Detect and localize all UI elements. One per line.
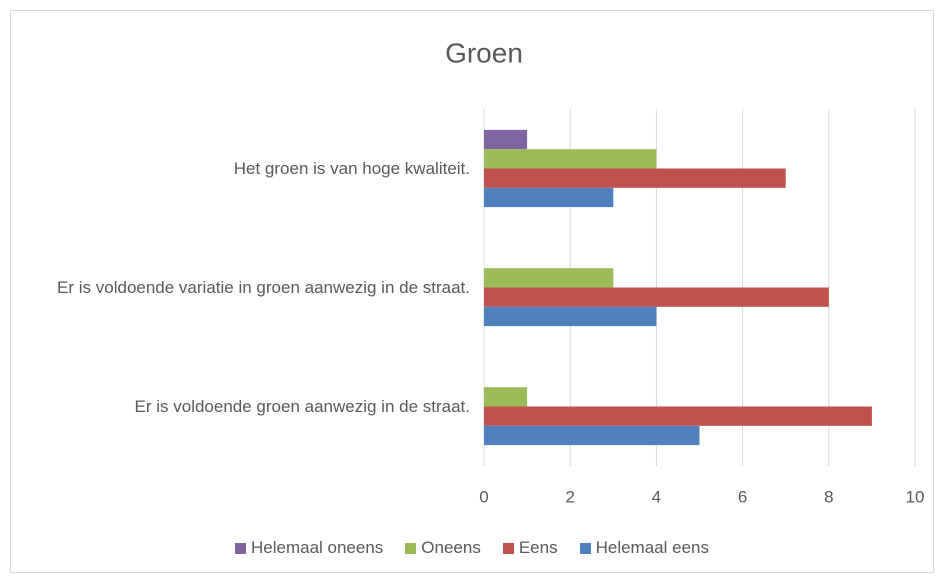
- legend-swatch: [502, 542, 514, 554]
- bar: [484, 406, 872, 426]
- category-label: Er is voldoende variatie in groen aanwez…: [57, 277, 470, 297]
- legend-item: Helemaal eens: [579, 538, 709, 558]
- legend-swatch: [405, 542, 417, 554]
- legend-item: Eens: [502, 538, 558, 558]
- bar: [484, 425, 700, 446]
- x-tick-label: 0: [479, 487, 488, 506]
- x-tick-label: 6: [738, 487, 747, 506]
- chart-title: Groen: [445, 37, 523, 68]
- bar: [484, 387, 528, 407]
- bar: [484, 129, 528, 150]
- bar: [484, 306, 657, 327]
- legend-item: Oneens: [405, 538, 481, 558]
- legend-label: Oneens: [421, 538, 481, 557]
- x-tick-label: 4: [652, 487, 661, 506]
- bar: [484, 287, 829, 307]
- x-tick-label: 10: [906, 487, 925, 506]
- legend-item: Helemaal oneens: [234, 538, 384, 558]
- legend-label: Helemaal eens: [595, 538, 709, 557]
- legend-label: Helemaal oneens: [250, 538, 384, 557]
- x-tick-label: 2: [565, 487, 574, 506]
- bar: [484, 149, 657, 169]
- category-label: Het groen is van hoge kwaliteit.: [233, 158, 470, 178]
- bar: [484, 187, 614, 208]
- category-label: Er is voldoende groen aanwezig in de str…: [134, 396, 470, 416]
- legend-label: Eens: [518, 538, 558, 557]
- bar: [484, 168, 786, 188]
- legend: Helemaal oneens Oneens Eens Helemaal eens: [10, 538, 934, 558]
- x-tick-label: 8: [824, 487, 833, 506]
- legend-swatch: [234, 542, 246, 554]
- legend-swatch: [579, 542, 591, 554]
- bar: [484, 268, 614, 288]
